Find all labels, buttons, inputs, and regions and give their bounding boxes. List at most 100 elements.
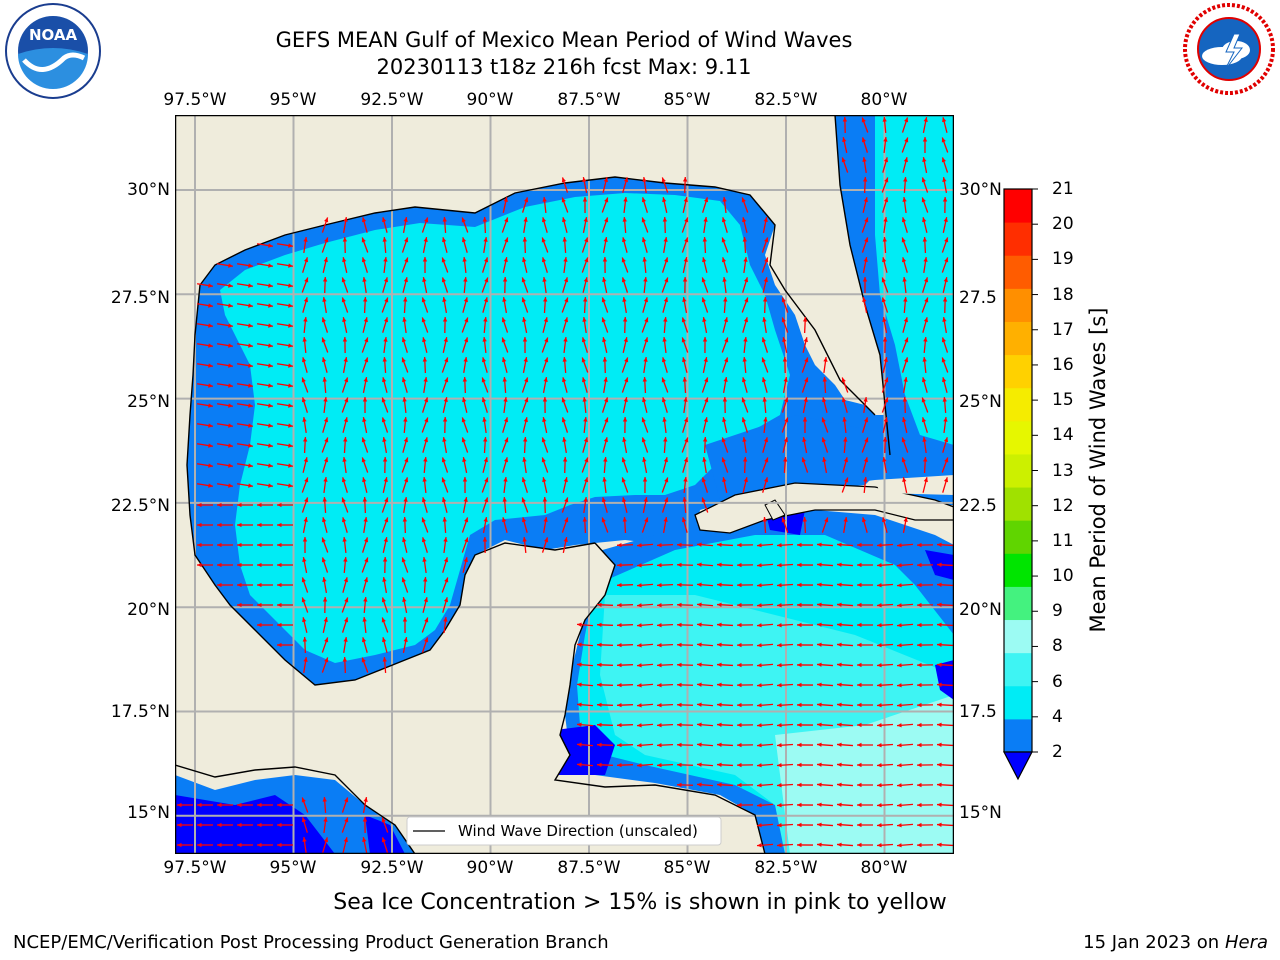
- wave-direction-arrowhead: [522, 237, 528, 242]
- wave-direction-arrowhead: [722, 277, 727, 282]
- lon-label-top: 92.5°W: [360, 90, 424, 110]
- wave-direction-arrowhead: [864, 217, 869, 223]
- wave-direction-arrowhead: [424, 637, 429, 643]
- wave-direction-arrowhead: [422, 477, 427, 482]
- lon-label-top: 97.5°W: [163, 90, 227, 110]
- chart-subtitle: 20230113 t18z 216h fcst Max: 9.11: [376, 55, 752, 79]
- wave-direction-arrowhead: [583, 277, 588, 283]
- ocean-gulf-inner: [220, 193, 790, 663]
- wave-direction-arrowhead: [717, 582, 722, 587]
- wave-direction-arrowhead: [737, 782, 742, 788]
- wave-direction-arrowhead: [197, 842, 202, 848]
- wave-direction-arrowhead: [781, 297, 786, 303]
- wave-direction-arrowhead: [903, 297, 908, 302]
- wave-direction-arrowhead: [937, 662, 942, 667]
- wave-direction-arrowhead: [922, 237, 927, 242]
- wave-direction-arrowhead: [602, 477, 607, 482]
- wave-direction-arrowhead: [277, 822, 282, 828]
- wave-direction-arrowhead: [521, 477, 527, 483]
- wave-direction-arrowhead: [943, 277, 948, 283]
- colorbar-tick-label: 2: [1052, 742, 1063, 762]
- land-florida: [765, 173, 880, 405]
- wave-direction-arrowhead: [884, 397, 889, 403]
- wave-direction-arrowhead: [504, 437, 509, 443]
- wave-direction-arrowhead: [863, 457, 869, 463]
- wave-direction-arrowhead: [543, 517, 548, 522]
- wave-direction-arrowhead: [663, 317, 668, 322]
- wave-direction-arrowhead: [581, 377, 587, 383]
- wave-direction-arrowhead: [642, 397, 647, 403]
- wave-direction-arrowhead: [237, 842, 242, 848]
- wave-direction-arrowhead: [743, 477, 748, 483]
- graticule-grid: [175, 115, 954, 854]
- wave-direction-arrowhead: [424, 417, 429, 423]
- wave-direction-arrowhead: [917, 802, 922, 808]
- wave-direction-arrowhead: [617, 762, 622, 768]
- wave-direction-arrowhead: [443, 557, 449, 563]
- wave-direction-arrowhead: [717, 782, 722, 787]
- wave-direction-arrowhead: [661, 397, 667, 403]
- wave-direction-arrowhead: [797, 782, 802, 788]
- wave-direction-arrowhead: [617, 562, 622, 568]
- wave-direction-arrowhead: [937, 742, 942, 747]
- wave-direction-arrowhead: [622, 437, 627, 442]
- coastline-segment: [199, 176, 876, 416]
- wave-direction-arrowhead: [923, 317, 929, 323]
- wave-direction-arrowhead: [904, 117, 909, 123]
- wave-direction-arrowhead: [277, 842, 282, 848]
- colorbar-segment: [1004, 288, 1032, 322]
- wave-direction-arrowhead: [943, 417, 948, 422]
- wave-direction-arrowhead: [217, 502, 222, 508]
- wave-direction-arrowhead: [421, 517, 426, 523]
- wave-direction-arrowhead: [797, 542, 802, 548]
- wave-direction-arrowhead: [777, 743, 782, 748]
- wave-direction-arrowhead: [724, 357, 729, 363]
- wave-direction-arrowhead: [321, 317, 327, 323]
- wave-direction-arrowhead: [248, 403, 253, 408]
- wave-direction-arrowhead: [582, 197, 588, 202]
- wave-direction-arrowhead: [381, 597, 386, 603]
- wave-direction-arrowhead: [764, 457, 769, 463]
- land-bahamas: [875, 475, 954, 495]
- wave-direction-arrowhead: [902, 417, 907, 423]
- wave-direction-arrowhead: [423, 597, 428, 603]
- wave-direction-arrowhead: [208, 303, 213, 308]
- wave-direction-arrowhead: [523, 417, 528, 423]
- wave-direction-arrowhead: [257, 822, 262, 828]
- wave-direction-arrowhead: [822, 457, 827, 462]
- wave-direction-arrowhead: [441, 457, 446, 463]
- wave-direction-arrowhead: [343, 557, 348, 562]
- wave-direction-arrowhead: [877, 803, 882, 808]
- wave-direction-arrowhead: [442, 237, 447, 243]
- wave-direction-arrowhead: [901, 437, 906, 443]
- wave-direction-arrowhead: [817, 822, 822, 827]
- wave-direction-arrowhead: [641, 217, 646, 223]
- wave-direction-arrowhead: [268, 383, 273, 388]
- wave-direction-arrowhead: [662, 417, 667, 422]
- wave-direction-arrowhead: [637, 703, 642, 708]
- wave-direction-arrowhead: [903, 517, 908, 522]
- wave-direction-arrowhead: [677, 542, 682, 548]
- wave-direction-arrowhead: [842, 137, 847, 143]
- land-cuba: [694, 482, 954, 534]
- wave-direction-arrowhead: [721, 237, 726, 243]
- wave-direction-arrowhead: [442, 297, 447, 302]
- wave-direction-arrowhead: [757, 683, 762, 688]
- wave-direction-arrowhead: [902, 197, 907, 202]
- wave-direction-arrowhead: [937, 622, 942, 627]
- colorbar-segment: [1004, 586, 1032, 621]
- wave-direction-arrowhead: [837, 802, 842, 807]
- wave-direction-arrowhead: [462, 257, 467, 262]
- wave-direction-arrowhead: [883, 137, 888, 142]
- wave-direction-arrowhead: [502, 277, 508, 282]
- wave-direction-arrowhead: [777, 843, 782, 848]
- wave-direction-arrowhead: [677, 742, 682, 748]
- wave-direction-arrowhead: [922, 437, 927, 442]
- wave-direction-arrowhead: [217, 562, 222, 568]
- wave-direction-arrowhead: [777, 763, 782, 768]
- colorbar-segment: [1004, 453, 1032, 488]
- wave-direction-arrowhead: [637, 683, 642, 688]
- wave-direction-arrowhead: [817, 842, 822, 847]
- wave-direction-arrowhead: [857, 562, 862, 568]
- wave-direction-arrowhead: [543, 317, 548, 323]
